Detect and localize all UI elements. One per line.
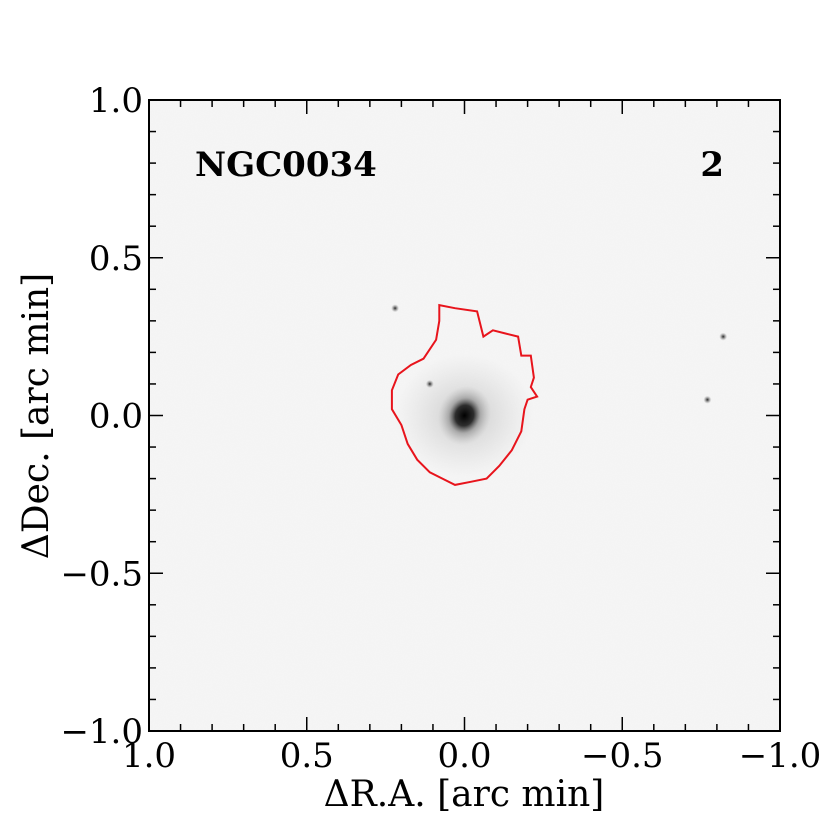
y-tick-labels: 1.0 0.5 0.0 −0.5 −1.0 — [60, 81, 143, 752]
x-tick-label: 0.0 — [437, 736, 491, 776]
axis-ticks — [148, 99, 781, 732]
y-tick-label: 0.0 — [89, 397, 143, 437]
galaxy-name-label: NGC0034 — [195, 145, 377, 185]
x-tick-label: 0.5 — [280, 736, 334, 776]
point-source-0 — [719, 332, 728, 341]
galaxy-core — [438, 385, 491, 446]
point-source-2 — [425, 379, 434, 388]
flux-contour — [390, 303, 539, 486]
x-tick-labels: 1.0 0.5 0.0 −0.5 −1.0 — [122, 736, 821, 776]
y-tick-label: −1.0 — [60, 712, 143, 752]
y-tick-label: −0.5 — [60, 554, 143, 594]
x-tick-label: 1.0 — [122, 736, 176, 776]
point-sources — [391, 304, 728, 404]
x-tick-label: −0.5 — [581, 736, 664, 776]
y-tick-label: 1.0 — [89, 81, 143, 121]
point-source-3 — [391, 304, 400, 313]
y-tick-label: 0.5 — [89, 239, 143, 279]
sky-image — [149, 100, 780, 731]
point-source-1 — [703, 395, 712, 404]
galaxy — [394, 353, 535, 478]
y-axis-title: ΔDec. [arc min] — [16, 273, 57, 559]
x-tick-label: −1.0 — [739, 736, 822, 776]
x-axis-title: ΔR.A. [arc min] — [324, 774, 605, 815]
panel-number-label: 2 — [700, 145, 724, 185]
